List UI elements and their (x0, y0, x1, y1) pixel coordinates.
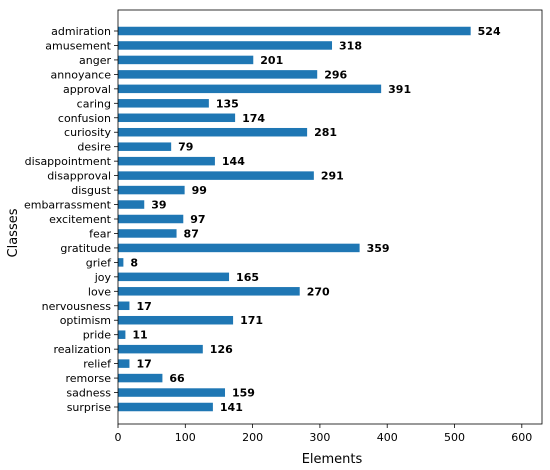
data-label-annoyance: 296 (324, 68, 347, 81)
category-label-love: love (88, 285, 111, 298)
category-label-fear: fear (89, 227, 111, 240)
x-tick-label-600: 600 (511, 431, 532, 444)
category-label-surprise: surprise (67, 401, 112, 414)
y-axis-title: Classes (6, 208, 21, 257)
category-label-excitement: excitement (49, 213, 112, 226)
bar-surprise (118, 402, 213, 412)
bar-grief (118, 258, 124, 267)
category-label-desire: desire (77, 141, 111, 154)
bar-gratitude (118, 243, 360, 253)
bars-group (118, 26, 471, 412)
data-label-grief: 8 (130, 256, 138, 269)
category-label-confusion: confusion (58, 112, 111, 125)
x-tick-label-400: 400 (377, 431, 398, 444)
bar-amusement (118, 41, 333, 50)
bar-excitement (118, 214, 184, 224)
bar-fear (118, 229, 177, 238)
category-label-realization: realization (54, 343, 112, 356)
x-tick-label-100: 100 (175, 431, 196, 444)
data-label-disgust: 99 (192, 184, 207, 197)
data-label-realization: 126 (210, 343, 233, 356)
data-label-love: 270 (307, 285, 330, 298)
x-tick-label-500: 500 (444, 431, 465, 444)
bar-remorse (118, 373, 163, 383)
bar-approval (118, 84, 382, 94)
bar-nervousness (118, 301, 130, 311)
category-label-nervousness: nervousness (42, 300, 112, 313)
data-label-approval: 391 (388, 83, 411, 96)
bar-annoyance (118, 70, 318, 79)
category-label-disapproval: disapproval (47, 170, 111, 183)
bar-optimism (118, 315, 234, 325)
category-label-curiosity: curiosity (64, 126, 111, 139)
category-label-amusement: amusement (45, 39, 111, 52)
bar-anger (118, 55, 254, 65)
category-label-grief: grief (86, 256, 112, 269)
data-label-relief: 17 (136, 358, 151, 371)
bar-desire (118, 142, 172, 151)
data-label-desire: 79 (178, 141, 193, 154)
category-label-optimism: optimism (60, 314, 111, 327)
bar-joy (118, 272, 230, 282)
data-label-remorse: 66 (169, 372, 185, 385)
plot-border (117, 9, 543, 425)
bar-disgust (118, 185, 185, 195)
bar-embarrassment (118, 200, 145, 209)
category-label-annoyance: annoyance (51, 68, 112, 81)
x-axis-title: Elements (302, 452, 363, 467)
bar-confusion (118, 113, 236, 123)
data-label-pride: 11 (132, 329, 147, 342)
category-label-anger: anger (79, 54, 111, 67)
category-label-approval: approval (63, 83, 111, 96)
data-label-embarrassment: 39 (151, 199, 166, 212)
category-label-disappointment: disappointment (25, 155, 112, 168)
category-label-admiration: admiration (51, 25, 111, 38)
x-tick-label-200: 200 (242, 431, 263, 444)
category-label-embarrassment: embarrassment (24, 199, 112, 212)
bar-caring (118, 99, 209, 108)
data-label-joy: 165 (236, 271, 259, 284)
data-label-caring: 135 (216, 97, 239, 110)
data-label-optimism: 171 (240, 314, 263, 327)
category-label-caring: caring (77, 97, 111, 110)
category-label-disgust: disgust (71, 184, 111, 197)
data-label-surprise: 141 (220, 401, 243, 414)
bar-realization (118, 344, 203, 354)
bar-pride (118, 330, 126, 339)
data-label-gratitude: 359 (367, 242, 390, 255)
data-label-curiosity: 281 (314, 126, 337, 139)
x-tick-label-300: 300 (309, 431, 330, 444)
category-label-pride: pride (83, 329, 112, 342)
data-label-amusement: 318 (339, 39, 362, 52)
category-label-joy: joy (94, 271, 112, 284)
category-label-gratitude: gratitude (60, 242, 111, 255)
data-label-sadness: 159 (232, 387, 255, 400)
data-label-excitement: 97 (190, 213, 205, 226)
bar-disappointment (118, 156, 215, 166)
x-ticks-group: 0 100 200 300 400 500 600 (115, 424, 532, 444)
data-label-fear: 87 (184, 227, 199, 240)
bar-relief (118, 359, 130, 368)
data-label-admiration: 524 (478, 25, 501, 38)
bar-love (118, 287, 300, 296)
category-label-remorse: remorse (65, 372, 111, 385)
data-label-anger: 201 (260, 54, 283, 67)
data-label-disappointment: 144 (222, 155, 245, 168)
data-label-nervousness: 17 (136, 300, 151, 313)
bar-disapproval (118, 171, 314, 180)
x-tick-label-0: 0 (115, 431, 122, 444)
category-label-sadness: sadness (66, 387, 111, 400)
bar-sadness (118, 388, 226, 397)
data-label-confusion: 174 (242, 112, 265, 125)
data-label-disapproval: 291 (321, 170, 344, 183)
plot-frame (117, 9, 543, 425)
category-label-relief: relief (83, 358, 112, 371)
bar-curiosity (118, 127, 308, 137)
bar-admiration (118, 26, 471, 36)
